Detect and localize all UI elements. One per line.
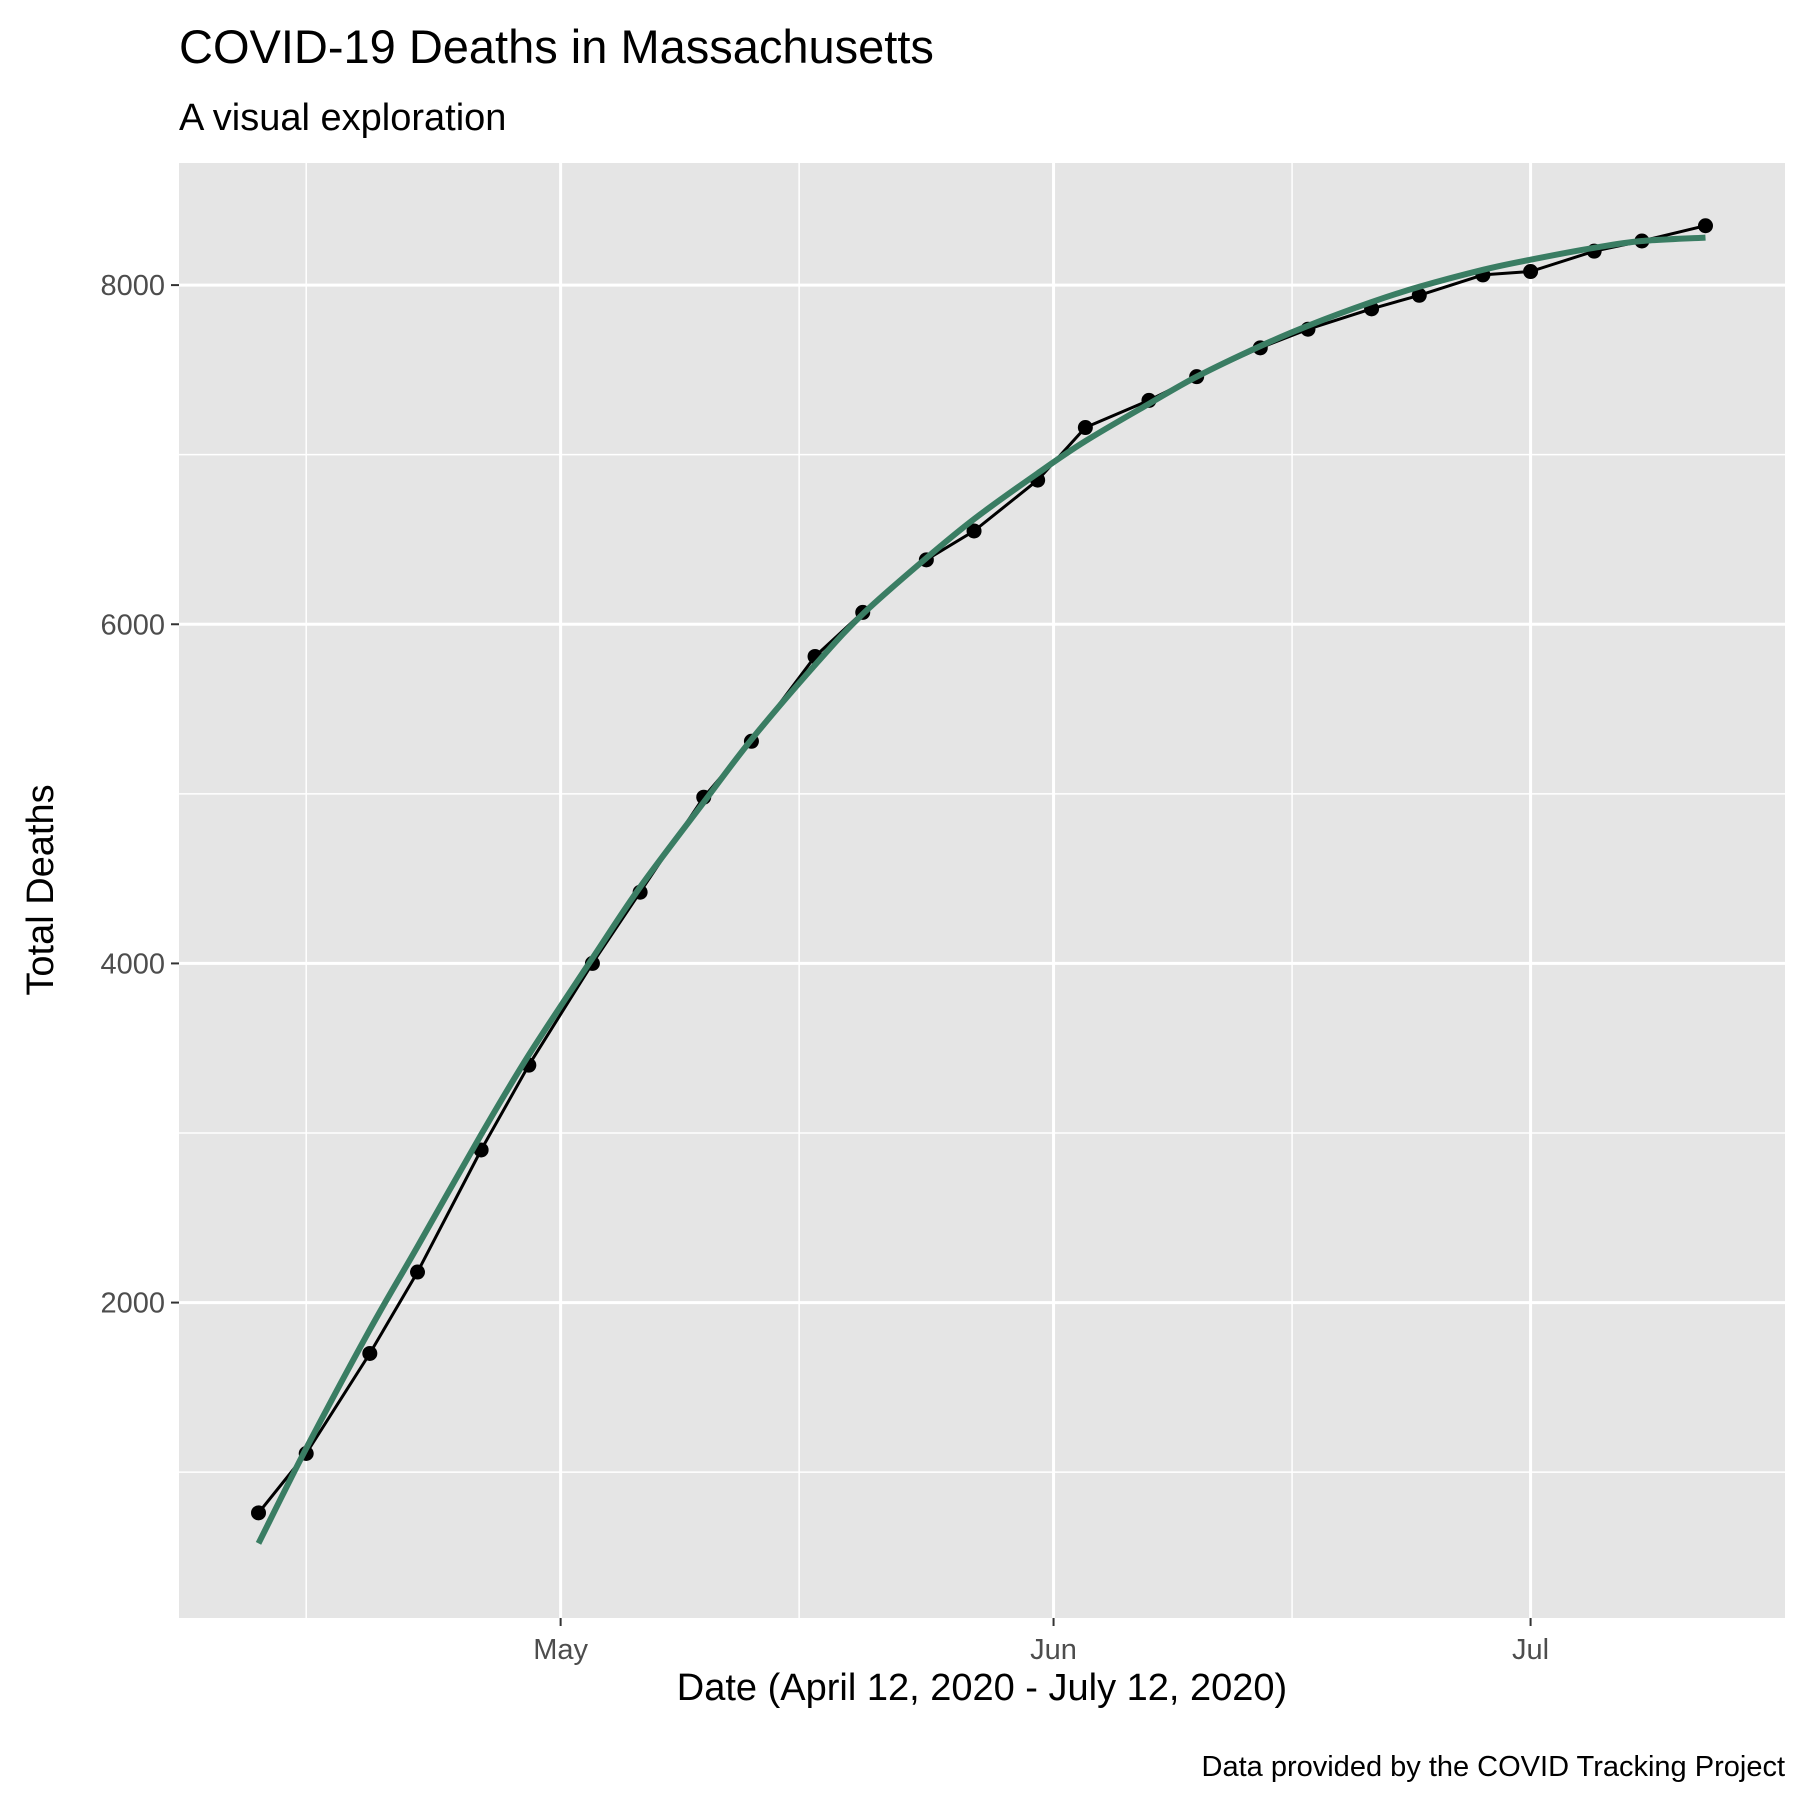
- observed-data-point: [1077, 420, 1093, 436]
- x-axis-ticks: May Jun Jul: [533, 1618, 1549, 1666]
- y-axis-title: Total Deaths: [20, 784, 62, 995]
- major-gridlines: [179, 163, 1785, 1618]
- chart-caption: Data provided by the COVID Tracking Proj…: [1202, 1751, 1785, 1783]
- observed-data-point: [362, 1345, 378, 1361]
- chart-subtitle: A visual exploration: [179, 97, 506, 139]
- minor-gridlines: [179, 163, 1785, 1618]
- y-tick-label: 8000: [100, 270, 165, 302]
- series-layer: [251, 218, 1713, 1545]
- y-tick-label: 2000: [100, 1288, 165, 1320]
- observed-data-point: [1411, 287, 1427, 303]
- observed-data-point: [1697, 218, 1713, 234]
- x-axis-title: Date (April 12, 2020 - July 12, 2020): [677, 1667, 1287, 1709]
- observed-data-point: [251, 1505, 267, 1521]
- chart-title: COVID-19 Deaths in Massachusetts: [179, 20, 934, 73]
- smoothed-fit-line: [255, 234, 1706, 1545]
- y-tick-label: 4000: [100, 948, 165, 980]
- x-tick-label: May: [533, 1634, 588, 1666]
- observed-data-point: [1523, 264, 1539, 280]
- observed-data-point: [966, 523, 982, 539]
- observed-data-point: [410, 1264, 426, 1280]
- y-tick-label: 6000: [100, 609, 165, 641]
- plot-panel: [179, 163, 1785, 1618]
- x-tick-label: Jun: [1030, 1634, 1077, 1666]
- x-tick-label: Jul: [1512, 1634, 1549, 1666]
- y-axis-ticks: 2000 4000 6000 8000: [100, 270, 179, 1320]
